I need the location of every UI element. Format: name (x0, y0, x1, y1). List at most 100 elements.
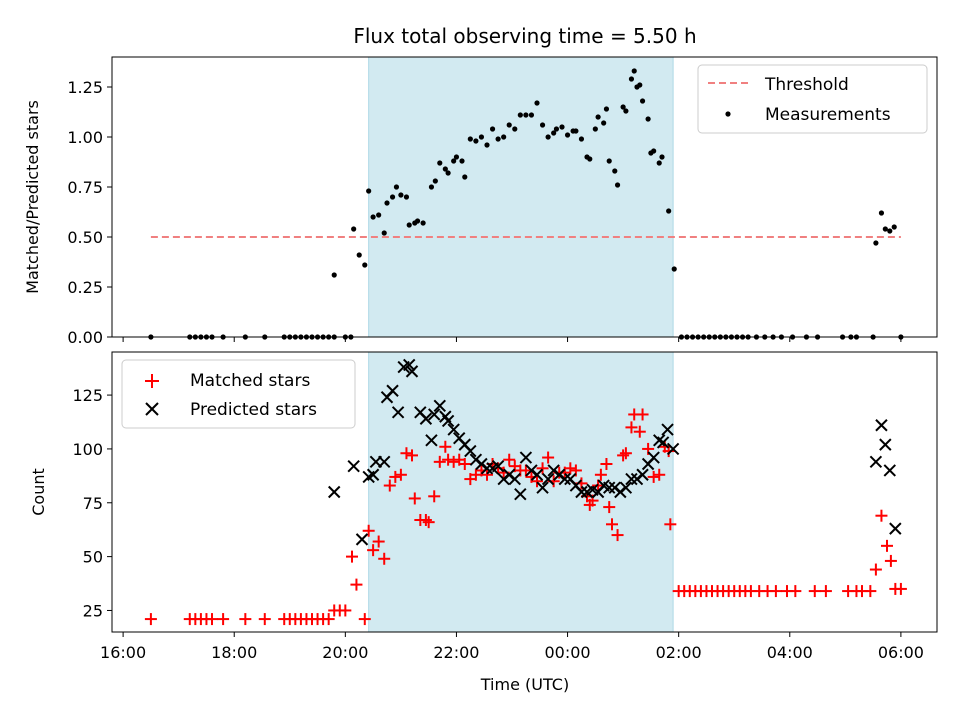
predicted-star-marker (889, 522, 902, 535)
matched-star-marker (206, 613, 218, 626)
matched-star-marker (217, 613, 230, 626)
matched-star-marker (400, 447, 413, 460)
predicted-star-marker (464, 444, 477, 458)
measurement-point (671, 266, 677, 272)
measurement-point (553, 126, 560, 132)
matched-star-marker (653, 468, 666, 481)
predicted-star-marker (386, 384, 399, 397)
matched-star-marker (542, 451, 555, 464)
matched-star-marker (625, 421, 638, 434)
matched-star-marker (408, 492, 421, 505)
matched-star-marker (619, 447, 632, 460)
x-tick-label: 06:00 (878, 643, 924, 662)
predicted-star-marker (378, 455, 391, 469)
measurement-point (631, 68, 637, 74)
predicted-star-marker (441, 414, 455, 428)
measurement-point (356, 252, 362, 258)
bottom-y-axis-label: Count (29, 468, 48, 516)
measurement-point (428, 184, 435, 190)
predicted-star-marker (536, 481, 549, 494)
top-legend-box (697, 64, 928, 134)
matched-star-marker (808, 585, 821, 598)
measurement-point (445, 170, 451, 176)
measurement-point (882, 226, 888, 232)
measurement-point (612, 168, 618, 174)
matched-star-marker (869, 563, 882, 576)
measurement-point (651, 148, 657, 154)
x-tick-label: 16:00 (100, 643, 146, 662)
measurement-point (473, 138, 479, 144)
measurement-point (501, 134, 507, 140)
matched-star-marker (769, 585, 782, 598)
matched-star-marker (422, 516, 435, 529)
predicted-star-marker (514, 487, 527, 501)
top-y-tick-label: 0.00 (67, 328, 103, 347)
matched-star-marker (536, 462, 549, 475)
measurement-point (453, 154, 460, 160)
matched-star-marker (428, 490, 441, 503)
matched-star-marker (519, 464, 532, 477)
matched-star-marker (350, 578, 363, 591)
matched-star-marker (884, 554, 897, 567)
measurement-point (545, 134, 551, 140)
bottom-observing-window (368, 351, 674, 633)
matched-star-marker (439, 440, 452, 453)
top-y-tick-label: 0.25 (67, 278, 103, 297)
bottom-y-tick-label: 25 (83, 601, 103, 620)
measurement-point (512, 126, 518, 132)
predicted-star-marker (603, 481, 616, 494)
measurement-point (495, 136, 501, 142)
matched-star-marker (239, 613, 252, 626)
measurement-point (564, 132, 571, 138)
top-y-tick-label: 1.00 (67, 128, 103, 147)
measurement-point (506, 122, 512, 128)
predicted-star-marker (575, 485, 588, 499)
predicted-star-marker (403, 358, 416, 372)
predicted-star-marker (625, 472, 638, 486)
measurement-point (442, 166, 448, 172)
matched-star-marker (362, 524, 375, 537)
predicted-star-marker (433, 399, 446, 413)
matched-star-marker (339, 604, 352, 617)
matched-star-marker (406, 449, 418, 462)
matched-star-marker (864, 585, 877, 598)
matched-star-marker (144, 613, 157, 626)
measurement-point (384, 200, 390, 206)
measurement-point (393, 184, 400, 190)
measurement-points (148, 68, 904, 340)
top-observing-window (368, 56, 674, 338)
matched-star-marker (600, 458, 613, 470)
top-y-tick-label: 1.25 (67, 78, 103, 97)
top-axes-frame (111, 56, 938, 338)
measurement-point (587, 156, 593, 162)
matched-star-marker (531, 475, 543, 488)
x-tick-label: 22:00 (433, 643, 479, 662)
matched-star-marker (617, 449, 630, 462)
measurement-point (578, 136, 585, 142)
top-y-axis-label: Matched/Predicted stars (23, 100, 42, 294)
matched-star-marker (633, 425, 646, 438)
measurement-point (362, 262, 368, 268)
measurement-point (376, 212, 382, 218)
measurement-point (534, 100, 540, 106)
matched-star-marker (881, 539, 893, 552)
predicted-star-marker (508, 472, 521, 486)
predicted-star-marker (869, 455, 883, 469)
top-panel: 0.00 0.25 0.50 0.75 1.00 1.25 Matched/Predict… (23, 56, 938, 347)
measurement-point (891, 224, 897, 230)
matched-star-marker (442, 453, 455, 466)
measurement-point (398, 192, 404, 198)
x-tick-label: 02:00 (656, 643, 702, 662)
measurement-point (873, 240, 879, 246)
measurement-point (659, 154, 665, 160)
matched-star-marker (433, 455, 446, 468)
measurement-point (459, 158, 465, 164)
top-x-axis-ticks (122, 337, 902, 342)
predicted-star-marker (619, 481, 633, 494)
matched-star-marker (419, 514, 432, 526)
measurement-point (406, 222, 412, 228)
matched-star-marker (367, 544, 380, 557)
predicted-star-marker (636, 468, 649, 481)
measurement-point (637, 82, 643, 88)
